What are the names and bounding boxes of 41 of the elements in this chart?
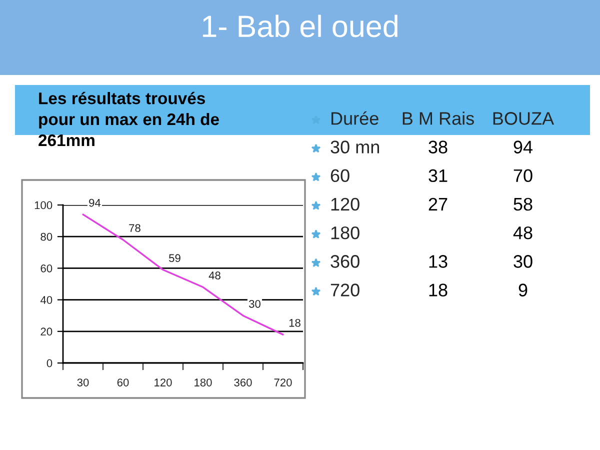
- data-label: 9: [518, 284, 528, 296]
- y-tick-label: 40: [40, 296, 52, 304]
- data-label: 78: [129, 224, 140, 232]
- data-label: 94: [89, 198, 101, 207]
- y-tick-label: 0: [46, 359, 52, 368]
- data-label: 48: [208, 272, 220, 280]
- text: BOUZA: [493, 112, 554, 125]
- category-label: 360: [330, 255, 360, 268]
- x-tick-label: 60: [117, 378, 129, 386]
- data-label: 30: [248, 300, 260, 308]
- data-label: 18: [289, 318, 300, 327]
- data-label: 58: [514, 198, 532, 211]
- data-label: 13: [429, 255, 448, 268]
- x-tick-label: 180: [194, 378, 212, 386]
- chart-title: 1- Bab el oued: [202, 14, 398, 38]
- data-label: 94: [514, 140, 533, 154]
- data-label: 30: [514, 255, 532, 268]
- line-series: [82, 214, 284, 336]
- data-label: 31: [428, 169, 448, 182]
- data-label: 59: [169, 254, 180, 262]
- data-label: 48: [513, 226, 532, 240]
- category-label: 180: [331, 226, 360, 240]
- category-label: 60: [330, 169, 350, 182]
- category-label: 720: [330, 284, 360, 296]
- x-tick-label: 720: [274, 378, 292, 386]
- y-tick-label: 100: [34, 201, 52, 210]
- x-tick-label: 120: [154, 378, 172, 386]
- y-tick-label: 80: [40, 232, 52, 241]
- chart-subtitle: Les résultats trouvés pour un max en 24h de 261mm: [38, 92, 219, 146]
- data-label: 38: [428, 140, 448, 154]
- y-tick-label: 20: [40, 328, 52, 336]
- x-tick-label: 30: [77, 378, 89, 386]
- category-label: 30 mn: [330, 140, 380, 154]
- data-label: 18: [429, 284, 448, 296]
- data-label: 70: [514, 169, 532, 182]
- x-tick-label: 360: [234, 378, 252, 386]
- text: B M Rais: [402, 112, 474, 125]
- data-label: 27: [428, 198, 448, 210]
- category-label: 120: [331, 198, 360, 211]
- y-tick-label: 60: [40, 264, 52, 272]
- text: Durée: [331, 111, 378, 125]
